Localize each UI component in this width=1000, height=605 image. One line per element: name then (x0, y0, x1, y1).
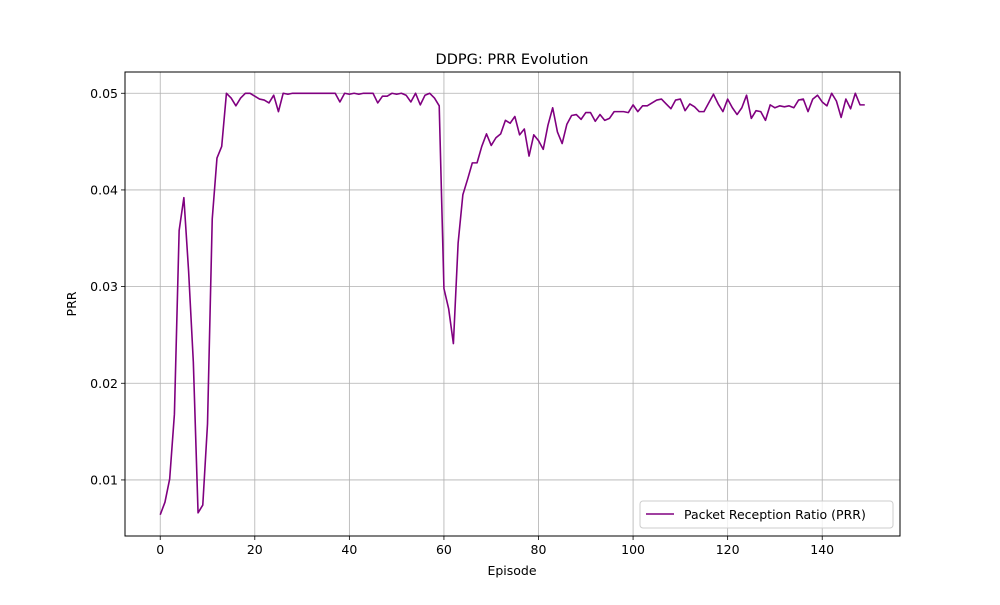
series-line (159, 92, 865, 516)
x-tick-label: 140 (810, 542, 834, 557)
x-tick-label: 40 (341, 542, 357, 557)
x-tick-label: 80 (531, 542, 547, 557)
legend-box (639, 500, 894, 529)
legend: Packet Reception Ratio (PRR) (639, 500, 894, 529)
x-axis-label: Episode (487, 563, 536, 578)
y-tick-label: 0.04 (90, 182, 118, 197)
plot-frame (124, 71, 901, 537)
y-tick-label: 0.03 (90, 279, 118, 294)
y-axis-label: PRR (64, 291, 79, 316)
x-tick-label: 120 (716, 542, 740, 557)
x-tick-label: 60 (436, 542, 452, 557)
x-axis-ticks: 0 20 40 60 80 100 120 140 (156, 536, 834, 557)
chart-title: DDPG: PRR Evolution (436, 52, 589, 68)
x-tick-label: 20 (247, 542, 263, 557)
y-tick-label: 0.02 (90, 376, 118, 391)
legend-label: Packet Reception Ratio (PRR) (684, 507, 866, 522)
y-tick-label: 0.05 (90, 86, 118, 101)
x-tick-label: 0 (156, 542, 164, 557)
y-tick-label: 0.01 (90, 472, 118, 487)
plot-series (159, 92, 865, 516)
y-axis-ticks: 0.01 0.02 0.03 0.04 0.05 (90, 86, 125, 487)
grid (125, 72, 900, 536)
x-tick-label: 100 (621, 542, 645, 557)
